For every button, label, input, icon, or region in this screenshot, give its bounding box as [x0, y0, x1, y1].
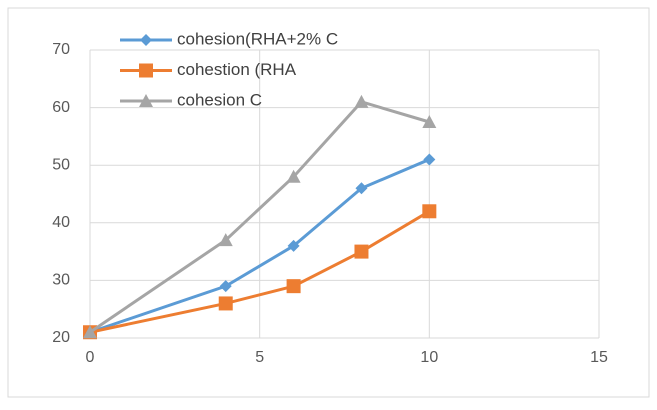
- marker: [140, 34, 152, 46]
- x-tick-label: 0: [86, 349, 95, 366]
- x-tick-label: 10: [420, 349, 438, 366]
- legend-label: cohesion(RHA+2% C: [177, 29, 338, 48]
- y-tick-label: 60: [52, 99, 70, 116]
- marker: [354, 244, 369, 259]
- marker: [287, 239, 300, 252]
- legend: cohesion(RHA+2% C cohestion (RHA cohesion …: [120, 29, 338, 109]
- legend-label: cohestion (RHA: [177, 60, 297, 79]
- marker: [219, 280, 232, 293]
- y-tick-label: 30: [52, 272, 70, 289]
- marker: [286, 169, 301, 183]
- legend-label: cohesion C: [177, 90, 262, 109]
- marker: [422, 204, 437, 219]
- x-tick-label: 15: [590, 349, 608, 366]
- y-tick-label: 40: [52, 214, 70, 231]
- marker: [139, 63, 153, 78]
- marker: [286, 279, 301, 294]
- chart-border: [7, 7, 650, 398]
- marker: [218, 296, 233, 311]
- marker: [83, 325, 97, 339]
- x-tick-label: 5: [255, 349, 264, 366]
- marker: [422, 115, 437, 128]
- marker: [355, 182, 368, 195]
- y-tick-label: 50: [52, 156, 70, 173]
- y-tick-label: 70: [52, 41, 70, 58]
- y-tick-label: 20: [52, 329, 70, 346]
- marker: [423, 153, 436, 166]
- marker: [218, 233, 233, 247]
- marker: [354, 94, 369, 108]
- marker: [139, 94, 153, 107]
